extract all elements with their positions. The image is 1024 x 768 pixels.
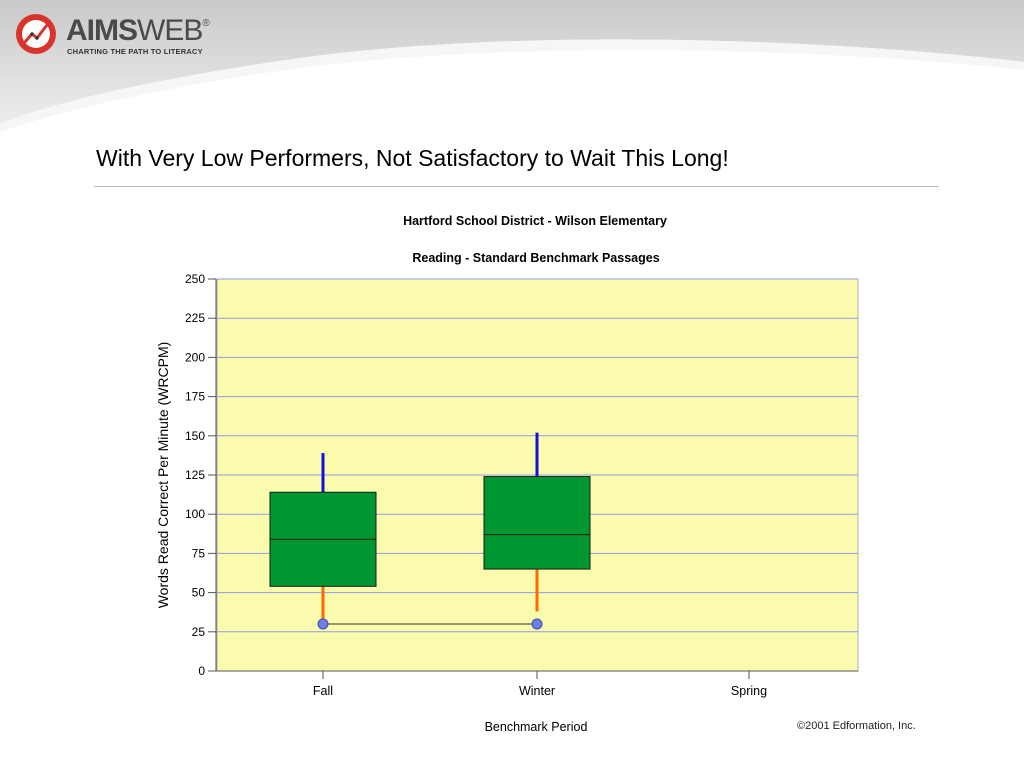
y-tick-label: 25 — [192, 625, 206, 639]
y-tick-label: 175 — [185, 390, 205, 404]
slide-title: With Very Low Performers, Not Satisfacto… — [96, 145, 729, 171]
box-winter — [483, 432, 591, 612]
y-tick-label: 50 — [192, 586, 206, 600]
x-tick-label: Winter — [519, 684, 555, 698]
copyright-notice: ©2001 Edformation, Inc. — [797, 720, 916, 732]
chart-title: Hartford School District - Wilson Elemen… — [403, 214, 667, 228]
x-tick-label: Spring — [731, 684, 767, 698]
box-series — [269, 432, 591, 620]
chart-subtitle: Reading - Standard Benchmark Passages — [412, 251, 659, 265]
logo-tagline: CHARTING THE PATH TO LITERACY — [67, 47, 203, 56]
y-tick-label: 75 — [192, 546, 206, 560]
x-axis: Fall Winter Spring — [208, 670, 858, 698]
y-tick-label: 200 — [185, 350, 205, 364]
logo-brand-light: WEB — [137, 14, 203, 47]
title-divider — [94, 186, 939, 187]
student-marker — [531, 618, 543, 630]
y-axis-label: Words Read Correct Per Minute (WRCPM) — [155, 342, 171, 609]
student-series — [317, 618, 543, 630]
y-tick-label: 125 — [185, 468, 205, 482]
box-fall — [269, 453, 377, 620]
logo-registered-mark: ® — [202, 18, 209, 29]
y-tick-label: 250 — [185, 272, 205, 286]
y-axis: 0 25 50 75 100 125 150 175 200 225 250 — [185, 272, 217, 678]
x-tick-label: Fall — [313, 684, 333, 698]
student-marker — [317, 618, 329, 630]
y-tick-label: 150 — [185, 429, 205, 443]
y-tick-label: 100 — [185, 507, 205, 521]
aimsweb-chart-logo-icon — [16, 14, 56, 54]
aimsweb-logo: AIMSWEB® CHARTING THE PATH TO LITERACY — [14, 12, 244, 62]
x-axis-label: Benchmark Period — [485, 720, 588, 734]
logo-brand-bold: AIMS — [66, 14, 138, 47]
header-band — [0, 0, 1024, 132]
iqr-box — [483, 476, 591, 570]
y-tick-label: 0 — [198, 664, 205, 678]
logo-wordmark: AIMSWEB® — [66, 14, 210, 48]
y-tick-label: 225 — [185, 311, 205, 325]
